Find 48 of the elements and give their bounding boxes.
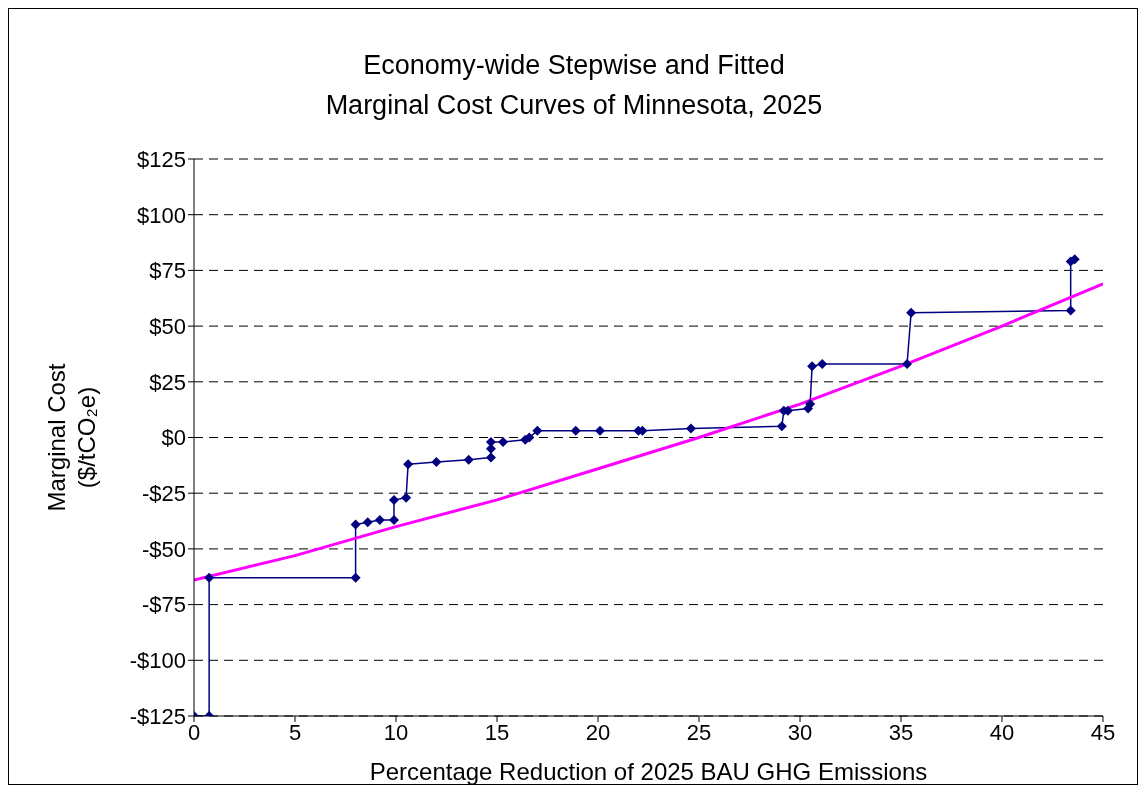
y-tick-label: -$100: [129, 648, 186, 674]
line-series: [194, 282, 1103, 582]
point: [350, 572, 361, 583]
point: [362, 517, 373, 528]
y-tick-label: $25: [149, 369, 186, 395]
point: [1065, 305, 1076, 316]
point: [485, 452, 496, 463]
point: [204, 572, 215, 583]
y-axis-title: Marginal Cost ($/tCO₂e): [43, 363, 100, 512]
chart-title: Economy-wide Stepwise and Fitted Marginal Cost Curves of Minnesota, 2025: [324, 49, 824, 122]
point: [817, 358, 828, 369]
point: [902, 358, 913, 369]
y-tick-label: $125: [137, 146, 186, 172]
x-tick-label: 25: [686, 719, 712, 745]
x-tick-label: 45: [1090, 719, 1116, 745]
y-tick-label: -$50: [141, 536, 186, 562]
x-tick-label: 40: [989, 719, 1015, 745]
point: [374, 514, 385, 525]
point: [350, 519, 361, 530]
point: [595, 425, 606, 436]
x-tick-label: 15: [484, 719, 510, 745]
point: [685, 423, 696, 434]
point: [807, 361, 818, 372]
y-tick-label: -$25: [141, 481, 186, 507]
y-tick-label: -$75: [141, 592, 186, 618]
point: [431, 457, 442, 468]
point: [388, 514, 399, 525]
point: [776, 421, 787, 432]
point: [401, 492, 412, 503]
point: [485, 436, 496, 447]
y-tick-label: -$125: [129, 703, 186, 729]
y-tick-label: $50: [149, 313, 186, 339]
y-tick-label: $75: [149, 258, 186, 284]
point: [463, 454, 474, 465]
point: [388, 494, 399, 505]
x-tick-label: 35: [888, 719, 914, 745]
x-tick-label: 30: [787, 719, 813, 745]
x-tick-label: 0: [187, 719, 201, 745]
x-tick-label: 5: [288, 719, 302, 745]
point: [498, 436, 509, 447]
point: [570, 425, 581, 436]
y-tick-label: $100: [137, 202, 186, 228]
point: [403, 459, 414, 470]
x-tick-label: 20: [585, 719, 611, 745]
y-tick-label: $0: [161, 425, 186, 451]
point: [532, 425, 543, 436]
point: [906, 307, 917, 318]
x-tick-label: 10: [383, 719, 409, 745]
